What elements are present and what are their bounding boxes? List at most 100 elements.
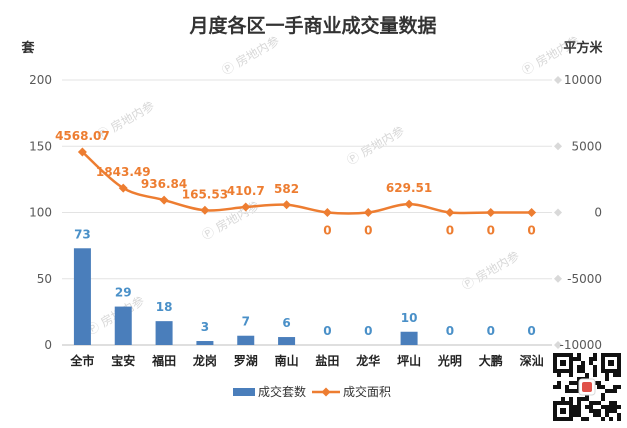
bar-data-label: 0 (527, 324, 535, 338)
category-label: 龙岗 (193, 353, 217, 368)
qr-module (601, 405, 605, 409)
left-tick-label: 100 (29, 206, 52, 220)
line-marker (77, 147, 87, 157)
line-marker (445, 208, 455, 217)
bar-data-label: 0 (323, 324, 331, 338)
qr-module (605, 389, 609, 393)
bar (114, 306, 132, 345)
qr-module (593, 357, 597, 361)
qr-module (613, 405, 617, 409)
line-data-label: 0 (487, 224, 495, 238)
watermark-text: Ⓟ 房地内参 (344, 123, 407, 168)
chart-title: 月度各区一手商业成交量数据 (188, 14, 436, 37)
line-data-label: 582 (274, 182, 299, 196)
qr-module (561, 397, 565, 401)
qr-module (573, 413, 577, 417)
qr-module (581, 369, 585, 373)
qr-module (577, 353, 581, 357)
right-axis-unit: 平方米 (563, 40, 603, 56)
right-tick-marker (554, 76, 562, 84)
qr-finder-dot (560, 360, 566, 366)
qr-module (565, 385, 569, 389)
qr-module (573, 357, 577, 361)
qr-module (613, 401, 617, 405)
qr-module (589, 361, 593, 365)
qr-module (609, 401, 613, 405)
line-marker (363, 208, 373, 217)
bar-data-label: 73 (74, 227, 91, 241)
qr-module (569, 381, 573, 385)
qr-module (593, 369, 597, 373)
bar-data-label: 0 (446, 324, 454, 338)
legend-line-label: 成交面积 (343, 384, 391, 399)
line-marker (241, 202, 251, 212)
bar-data-label: 6 (282, 316, 290, 330)
bar (278, 337, 296, 345)
qr-module (581, 417, 585, 421)
qr-logo-mark (582, 382, 592, 392)
qr-module (617, 373, 621, 377)
qr-module (613, 409, 617, 413)
legend-line-marker (321, 387, 331, 397)
watermark-text: Ⓟ 房地内参 (219, 33, 282, 78)
qr-module (577, 357, 581, 361)
qr-finder-dot (608, 360, 614, 366)
qr-module (573, 409, 577, 413)
qr-module (585, 405, 589, 409)
qr-module (617, 405, 621, 409)
qr-module (601, 385, 605, 389)
qr-module (585, 417, 589, 421)
qr-module (569, 397, 573, 401)
bar (73, 248, 91, 345)
qr-module (577, 409, 581, 413)
right-tick-marker (554, 208, 562, 217)
qr-module (589, 409, 593, 413)
right-tick-label: -5000 (567, 272, 602, 286)
line-data-label: 1843.49 (96, 165, 151, 179)
qr-module (593, 365, 597, 369)
line-marker (118, 183, 128, 193)
bar (400, 331, 418, 345)
line-data-label: 0 (527, 224, 535, 238)
line-data-label: 410.7 (227, 184, 265, 198)
line-data-label: 0 (446, 224, 454, 238)
bar-data-label: 10 (401, 311, 418, 325)
grid-lines (62, 79, 552, 346)
legend-bar-swatch (233, 388, 255, 396)
qr-module (581, 361, 585, 365)
line-data-label: 0 (323, 224, 331, 238)
category-labels: 全市 宝安 福田 龙岗 罗湖 南山 盐田 龙华 坪山 光明 大鹏 深汕 (69, 353, 543, 368)
left-tick-label: 200 (29, 73, 52, 87)
legend-bar-label: 成交套数 (258, 384, 306, 399)
qr-finder-dot (560, 408, 566, 414)
category-label: 光明 (437, 353, 462, 368)
qr-module (569, 373, 573, 377)
qr-module (577, 413, 581, 417)
bar-data-label: 29 (115, 286, 132, 300)
bar-data-label: 7 (242, 315, 250, 329)
right-tick-label: 5000 (571, 139, 602, 153)
qr-module (617, 413, 621, 417)
qr-module (593, 401, 597, 405)
qr-module (609, 409, 613, 413)
qr-module (609, 405, 613, 409)
qr-module (609, 389, 613, 393)
qr-module (577, 401, 581, 405)
qr-module (597, 413, 601, 417)
category-label: 福田 (151, 353, 176, 368)
qr-module (573, 389, 577, 393)
qr-module (597, 385, 601, 389)
qr-module (601, 397, 605, 401)
qr-module (605, 405, 609, 409)
qr-module (597, 409, 601, 413)
bar-data-label: 0 (487, 324, 495, 338)
right-tick-marker (554, 142, 562, 151)
qr-module (557, 381, 561, 385)
category-label: 南山 (275, 353, 299, 368)
qr-module (577, 397, 581, 401)
line-data-label: 4568.07 (55, 129, 110, 143)
qr-module (565, 389, 569, 393)
qr-module (589, 401, 593, 405)
